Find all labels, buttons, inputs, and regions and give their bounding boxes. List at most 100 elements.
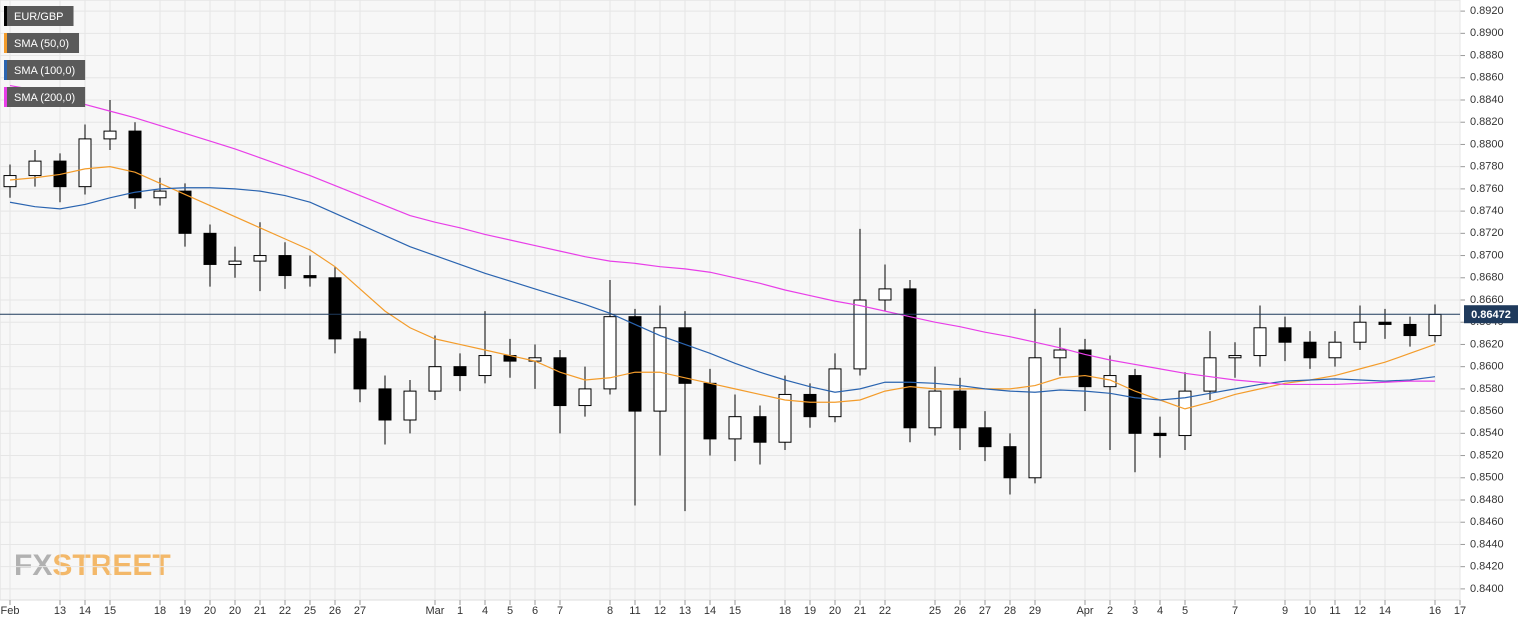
y-tick-label: 0.8880 <box>1470 49 1504 61</box>
x-tick-label: 1 <box>457 605 463 617</box>
candle-body <box>1178 390 1192 437</box>
y-tick-label: 0.8800 <box>1470 138 1504 150</box>
watermark: FXSTREET <box>14 549 171 582</box>
candle-body <box>253 255 267 262</box>
y-tick-label: 0.8600 <box>1470 361 1504 373</box>
candle-body <box>1078 349 1092 388</box>
y-tick-label: 0.8900 <box>1470 27 1504 39</box>
x-tick-label: 16 <box>1429 605 1441 617</box>
candle-body <box>103 130 117 140</box>
x-tick-label: 20 <box>829 605 841 617</box>
x-tick-label: Apr <box>1076 605 1093 617</box>
x-tick-label: 22 <box>279 605 291 617</box>
y-tick-label: 0.8780 <box>1470 161 1504 173</box>
candle-body <box>1353 321 1367 343</box>
x-tick-label: 26 <box>329 605 341 617</box>
candle-body <box>328 277 342 340</box>
y-tick-label: 0.8660 <box>1470 294 1504 306</box>
candle-body <box>878 288 892 301</box>
candle-body <box>1303 341 1317 359</box>
x-tick-label: 29 <box>1029 605 1041 617</box>
sma-line <box>9 84 1435 386</box>
x-tick-label: 3 <box>1132 605 1138 617</box>
candle-body <box>853 299 867 370</box>
y-tick-label: 0.8860 <box>1470 72 1504 84</box>
x-tick-label: 22 <box>879 605 891 617</box>
x-tick-label: 20 <box>229 605 241 617</box>
candle-body <box>928 390 942 429</box>
x-tick-label: 5 <box>507 605 513 617</box>
x-tick-label: 15 <box>104 605 116 617</box>
candle-body <box>978 427 992 448</box>
y-tick-label: 0.8500 <box>1470 472 1504 484</box>
x-tick-label: 13 <box>54 605 66 617</box>
y-tick-label: 0.8740 <box>1470 205 1504 217</box>
candle-body <box>228 260 242 265</box>
candle-body <box>78 138 92 188</box>
x-tick-label: 21 <box>854 605 866 617</box>
candle-body <box>428 366 442 392</box>
legend-entry: SMA (200,0) <box>4 87 86 107</box>
candle-body <box>1378 321 1392 325</box>
candle-body <box>303 275 317 279</box>
candle-body <box>1403 323 1417 337</box>
x-tick-label: 12 <box>1354 605 1366 617</box>
x-tick-label: 25 <box>304 605 316 617</box>
legend-box <box>4 33 80 53</box>
candle-body <box>153 190 167 199</box>
y-tick-label: 0.8400 <box>1470 583 1504 595</box>
y-tick-label: 0.8820 <box>1470 116 1504 128</box>
x-tick-label: 12 <box>654 605 666 617</box>
candle-body <box>653 327 667 412</box>
candle-body <box>603 316 617 390</box>
y-tick-label: 0.8680 <box>1470 272 1504 284</box>
x-tick-label: 13 <box>679 605 691 617</box>
x-tick-label: 4 <box>482 605 488 617</box>
legend-entry: SMA (50,0) <box>4 33 80 53</box>
candle-body <box>903 288 917 429</box>
x-tick-label: Feb <box>1 605 20 617</box>
candle-body <box>278 255 292 277</box>
y-tick-label: 0.8580 <box>1470 383 1504 395</box>
candle-body <box>578 388 592 407</box>
y-tick-label: 0.8700 <box>1470 249 1504 261</box>
legend-box <box>4 60 86 80</box>
y-tick-label: 0.8920 <box>1470 5 1504 17</box>
x-tick-label: 18 <box>779 605 791 617</box>
y-tick-label: 0.8720 <box>1470 227 1504 239</box>
x-tick-label: 7 <box>1232 605 1238 617</box>
candle-body <box>1278 327 1292 343</box>
candle-body <box>778 393 792 443</box>
watermark-fx: FX <box>14 549 52 582</box>
candle-body <box>3 175 17 188</box>
sma-line <box>9 187 1436 401</box>
y-tick-label: 0.8480 <box>1470 494 1504 506</box>
x-tick-label: 21 <box>254 605 266 617</box>
candle-body <box>678 327 692 384</box>
y-tick-label: 0.8440 <box>1470 538 1504 550</box>
candle-body <box>1203 357 1217 392</box>
x-tick-label: 18 <box>154 605 166 617</box>
x-tick-label: 14 <box>704 605 716 617</box>
x-tick-label: 11 <box>629 605 640 617</box>
legend-swatch <box>4 33 7 53</box>
candle-body <box>953 390 967 429</box>
legend-entry: SMA (100,0) <box>4 60 86 80</box>
legend-label: EUR/GBP <box>14 11 64 23</box>
candle-body <box>1028 357 1042 479</box>
x-tick-label: 6 <box>532 605 538 617</box>
candle-body <box>353 338 367 390</box>
candle-body <box>403 390 417 421</box>
x-tick-label: 9 <box>1282 605 1288 617</box>
candle-body <box>728 416 742 440</box>
y-tick-label: 0.8460 <box>1470 516 1504 528</box>
legend-entry: EUR/GBP <box>4 6 74 26</box>
x-tick-label: 4 <box>1157 605 1163 617</box>
x-tick-label: 14 <box>79 605 91 617</box>
legend-label: SMA (50,0) <box>14 38 69 50</box>
x-tick-label: 19 <box>179 605 191 617</box>
legend-box <box>4 87 86 107</box>
x-tick-label: 14 <box>1379 605 1391 617</box>
x-tick-label: Mar <box>426 605 445 617</box>
